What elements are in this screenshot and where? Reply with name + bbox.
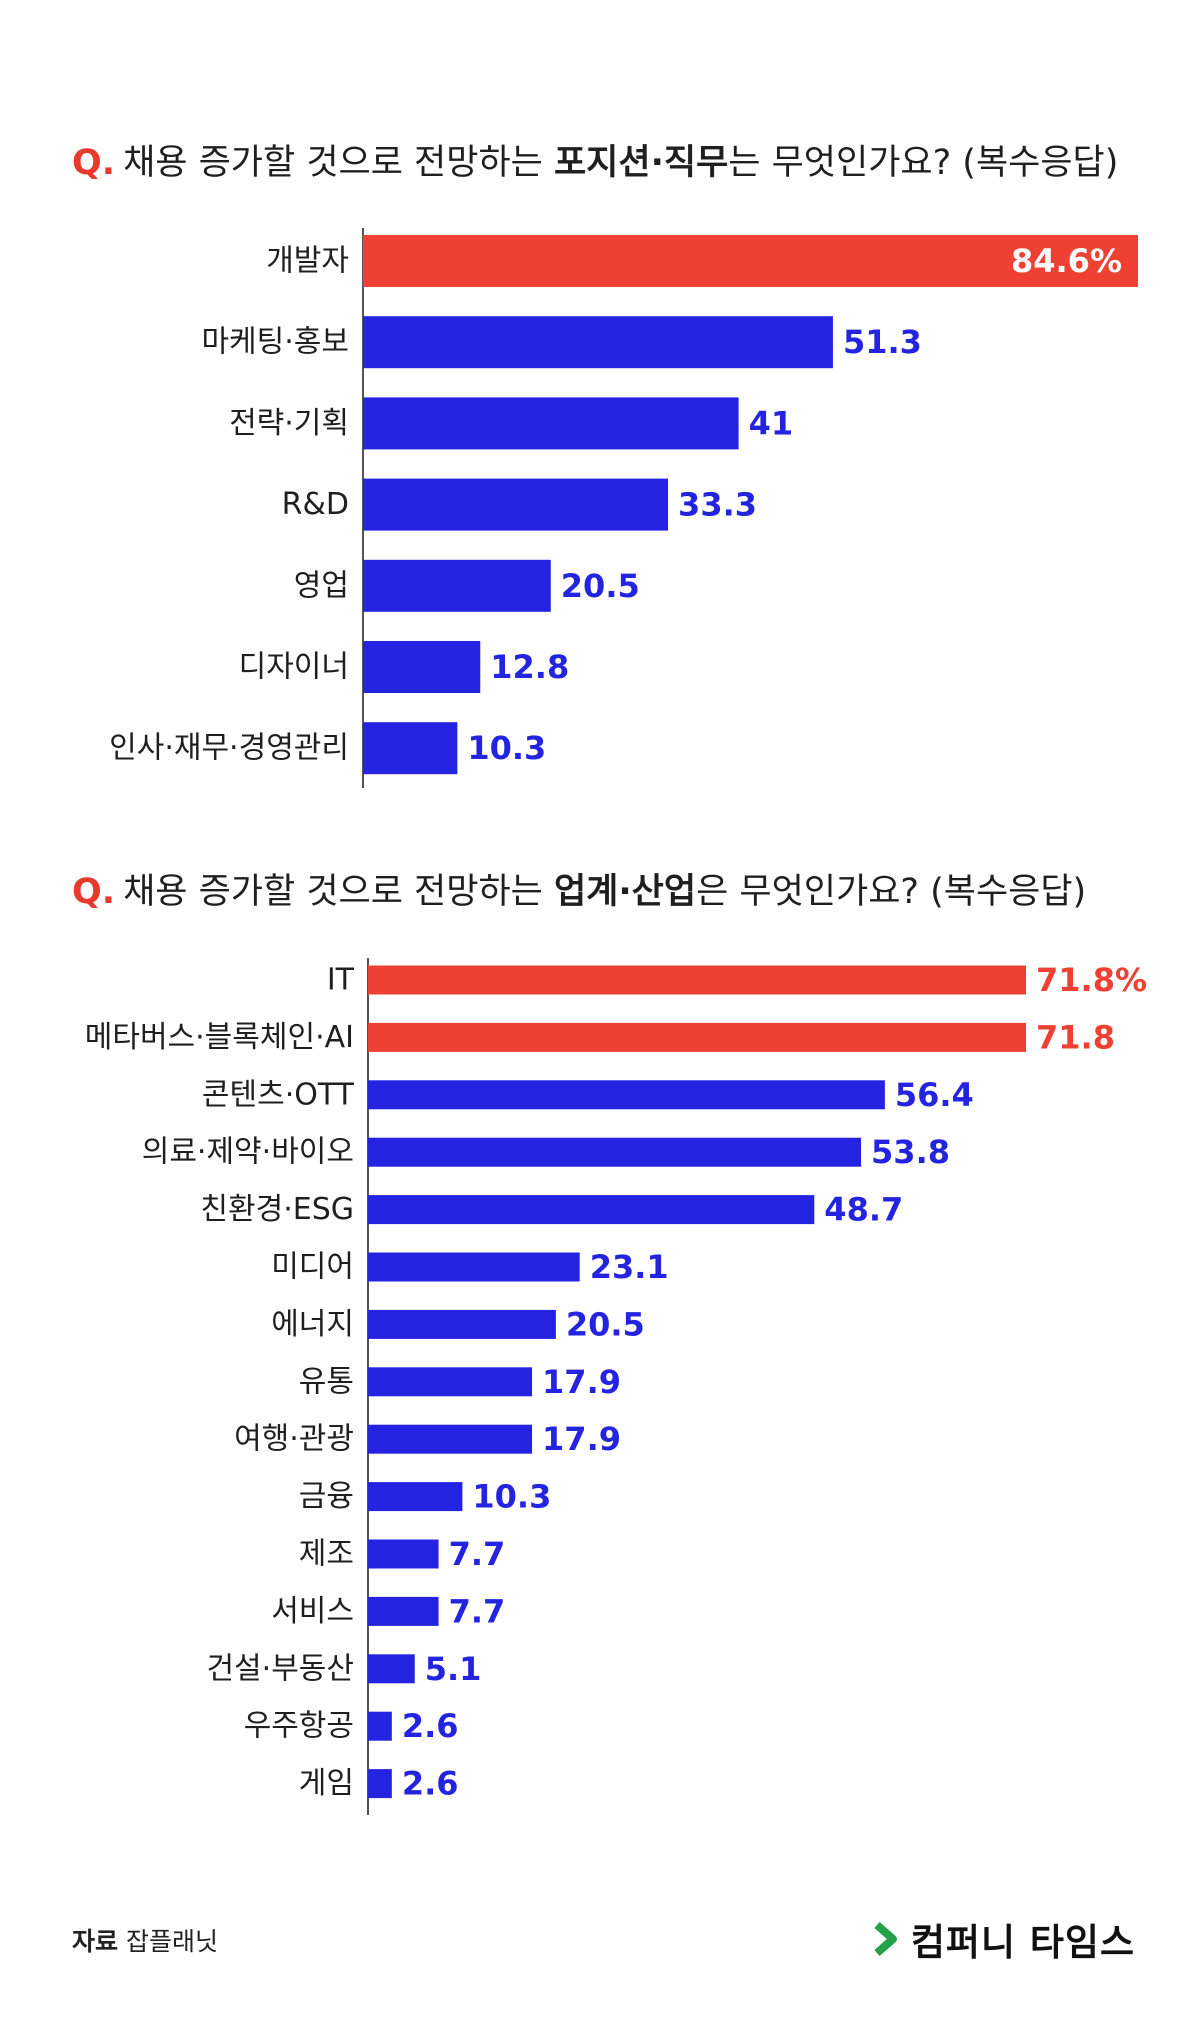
chart2-value-label: 7.7 — [449, 1535, 506, 1573]
q2-text-b: 은 무엇인가요? (복수응답) — [696, 872, 1087, 912]
source-key: 자료 — [72, 1927, 119, 1956]
chart2-value-label: 2.6 — [402, 1707, 459, 1745]
chart2-category-label: 제조 — [299, 1537, 354, 1572]
chart2-value-label: 23.1 — [590, 1248, 669, 1286]
chart2-category-label: 건설·부동산 — [206, 1651, 354, 1686]
chart2-bar — [368, 1309, 556, 1339]
chart2-bar — [368, 1022, 1026, 1052]
chart1-value-label: 10.3 — [467, 729, 546, 767]
chart2-value-label: 17.9 — [542, 1420, 621, 1458]
chart2-category-label: 금융 — [299, 1479, 354, 1514]
chart1-value-label: 51.3 — [843, 323, 922, 361]
chart2-category-label: 의료·제약·바이오 — [142, 1135, 354, 1170]
chart2-bar — [368, 1654, 415, 1684]
chart1-bar — [363, 559, 551, 612]
chart2-bar — [368, 1482, 463, 1512]
chart1-value-label: 12.8 — [490, 648, 569, 686]
chart1-bar — [363, 722, 458, 775]
source-note: 자료 잡플래닛 — [72, 1922, 218, 1958]
chart2-category-label: 게임 — [299, 1766, 354, 1801]
q2-text-bold: 업계·산업 — [553, 872, 697, 912]
chart2-bar — [368, 1252, 580, 1282]
chart2-bar — [368, 1711, 392, 1741]
chart1-category-label: 영업 — [294, 568, 349, 603]
chart2-bar — [368, 1769, 392, 1799]
chart2-category-label: IT — [327, 963, 355, 998]
q1-mark: Q. — [72, 143, 116, 183]
chart2-question: Q. 채용 증가할 것으로 전망하는 업계·산업은 무엇인가요? (복수응답) — [72, 870, 1086, 914]
chart2-value-label: 56.4 — [895, 1076, 974, 1114]
chart2-value-label: 71.8% — [1036, 961, 1147, 999]
chart2-value-label: 7.7 — [449, 1592, 506, 1630]
chart2-value-label: 2.6 — [402, 1765, 459, 1803]
company-logo: 컴퍼니 타임스 — [873, 1912, 1135, 1966]
chart2-bar — [368, 965, 1026, 995]
chart1-bar — [363, 641, 481, 693]
chart2-category-label: 유통 — [299, 1364, 354, 1399]
chart2-bar — [368, 1080, 885, 1110]
chart2-bar — [368, 1539, 439, 1569]
chart2-bar — [368, 1596, 439, 1626]
chevron-right-icon — [874, 1922, 897, 1956]
chart1-positions-svg: 개발자 84.6% 마케팅·홍보 51.3 전략·기획 41 R&D 33.3 영업 20.5 디자… — [109, 228, 1138, 788]
q2-mark: Q. — [72, 872, 116, 912]
chart1-category-label: 전략·기획 — [229, 406, 349, 441]
chart2-bar — [368, 1195, 815, 1225]
chart1-category-label: R&D — [282, 487, 349, 522]
chart2-bar — [368, 1137, 862, 1167]
chart1-bar — [363, 478, 669, 531]
chart2-category-label: 친환경·ESG — [200, 1192, 354, 1227]
chart2-category-label: 메타버스·블록체인·AI — [85, 1020, 354, 1055]
chart1-bar — [363, 397, 739, 450]
chart2-category-label: 여행·관광 — [234, 1422, 354, 1457]
source-value: 잡플래닛 — [126, 1927, 219, 1956]
chart2-value-label: 20.5 — [566, 1305, 645, 1343]
chart1-question: Q. 채용 증가할 것으로 전망하는 포지션·직무는 무엇인가요? (복수응답) — [72, 141, 1118, 185]
chart2-industries-svg: IT 71.8% 메타버스·블록체인·AI 71.8 콘텐츠·OTT 56.4 의료·제약·… — [85, 958, 1147, 1815]
chart1-category-label: 개발자 — [266, 244, 349, 279]
logo-text: 컴퍼니 타임스 — [910, 1921, 1135, 1964]
chart2-bar — [368, 1424, 533, 1454]
chart2-value-label: 48.7 — [824, 1191, 903, 1229]
chart1-value-label: 20.5 — [561, 567, 640, 605]
chart2-value-label: 53.8 — [871, 1133, 950, 1171]
chart2-category-label: 콘텐츠·OTT — [202, 1077, 355, 1112]
q1-text-b: 는 무엇인가요? (복수응답) — [728, 143, 1119, 183]
chart1-category-label: 인사·재무·경영관리 — [109, 731, 349, 766]
chart2-category-label: 미디어 — [271, 1250, 354, 1285]
chart2-value-label: 17.9 — [542, 1363, 621, 1401]
chart1-category-label: 마케팅·홍보 — [201, 325, 349, 360]
chart1-bar — [363, 235, 1138, 287]
chart1-bar — [363, 316, 833, 369]
chart2-category-label: 서비스 — [271, 1594, 354, 1629]
chart1-value-label: 84.6% — [1011, 242, 1122, 280]
chart2-value-label: 5.1 — [425, 1650, 482, 1688]
chart2-value-label: 71.8 — [1036, 1018, 1115, 1056]
chart2-category-label: 우주항공 — [244, 1709, 354, 1744]
q1-text-bold: 포지션·직무 — [553, 143, 729, 183]
chart1-value-label: 41 — [749, 404, 794, 442]
chart1-value-label: 33.3 — [678, 486, 757, 524]
chart2-category-label: 에너지 — [271, 1307, 354, 1342]
chart2-bar — [368, 1367, 533, 1397]
chart2-value-label: 10.3 — [472, 1478, 551, 1516]
q1-text-a: 채용 증가할 것으로 전망하는 — [123, 143, 554, 183]
chart1-category-label: 디자이너 — [239, 650, 349, 685]
q2-text-a: 채용 증가할 것으로 전망하는 — [123, 872, 554, 912]
